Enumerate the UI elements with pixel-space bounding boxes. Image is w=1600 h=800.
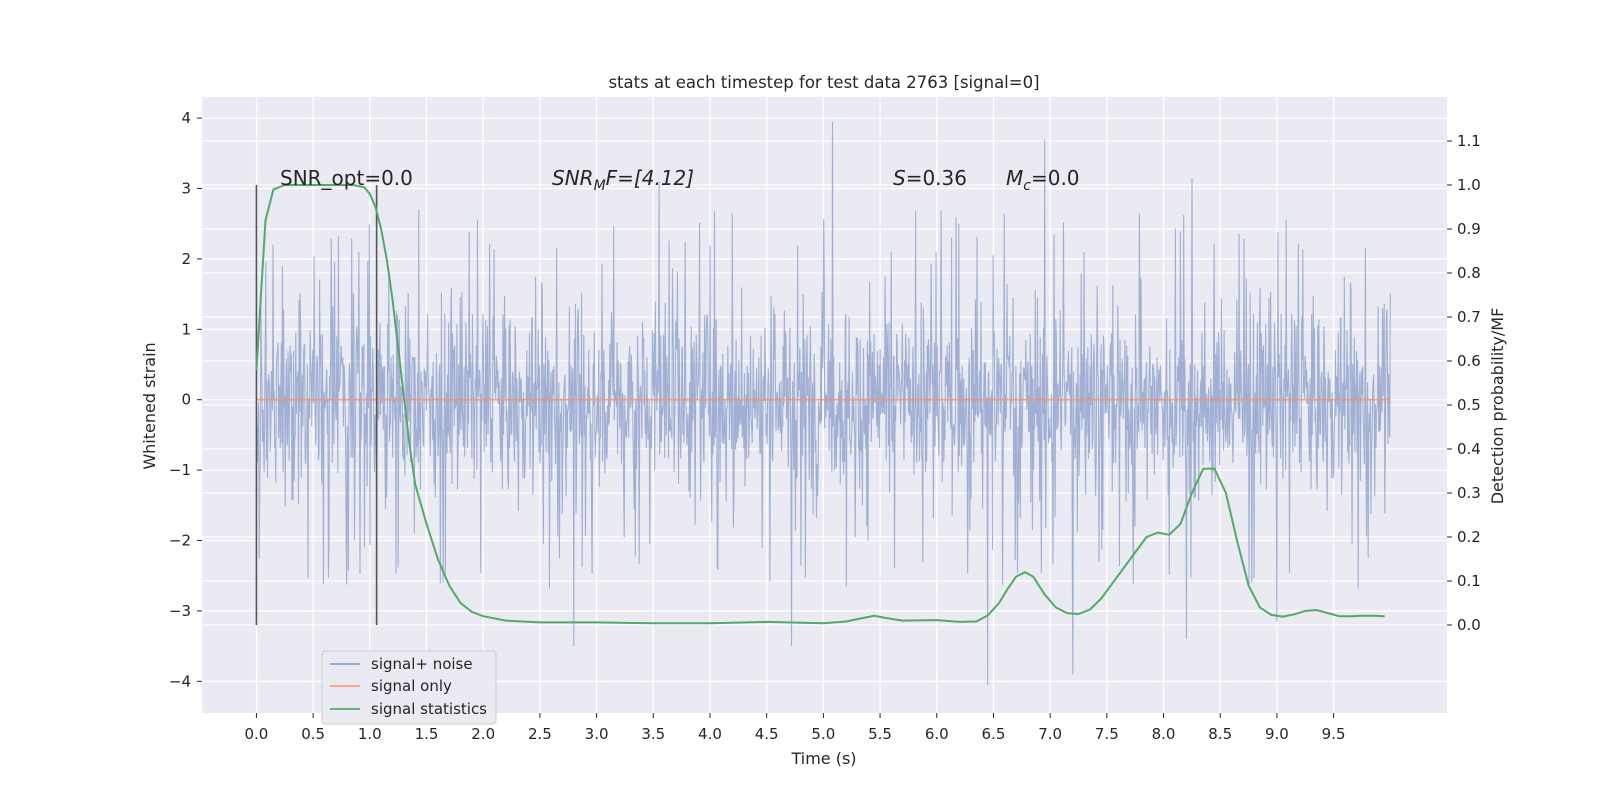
- y-right-tick-label: 0.8: [1457, 264, 1481, 282]
- x-tick-label: 3.0: [585, 725, 609, 743]
- x-tick-label: 1.0: [358, 725, 382, 743]
- legend-label-signal-noise: signal+ noise: [371, 655, 473, 673]
- y-left-tick-label: 4: [181, 109, 191, 127]
- y-right-tick-label: 1.0: [1457, 176, 1481, 194]
- y-right-tick-label: 0.1: [1457, 572, 1481, 590]
- x-tick-label: 7.5: [1095, 725, 1119, 743]
- axes: 0.0 0.5 1.0 1.5 2.0 2.5 3.0 3.5 4.0 4.5 5.0 5.5 6.0 6…: [169, 109, 1481, 743]
- x-tick-label: 2.0: [471, 725, 495, 743]
- x-tick-label: 6.5: [982, 725, 1006, 743]
- chart-title: stats at each timestep for test data 276…: [608, 73, 1039, 92]
- x-tick-label: 5.5: [868, 725, 892, 743]
- legend-label-signal-statistics: signal statistics: [371, 700, 487, 718]
- x-tick-label: 9.0: [1265, 725, 1289, 743]
- legend: signal+ noise signal only signal statist…: [321, 650, 497, 725]
- y-right-tick-label: 0.0: [1457, 616, 1481, 634]
- statistics-curve: [255, 184, 1385, 625]
- x-tick-label: 6.0: [925, 725, 949, 743]
- y-axis-label-right: Detection probability/MF: [1488, 308, 1507, 505]
- x-tick-label: 4.0: [698, 725, 722, 743]
- y-right-tick-label: 0.2: [1457, 528, 1481, 546]
- legend-box: [321, 650, 497, 725]
- y-left-tick-label: 0: [181, 391, 191, 409]
- x-tick-label: 2.5: [528, 725, 552, 743]
- y-right-tick-label: 0.9: [1457, 220, 1481, 238]
- y-right-tick-label: 0.4: [1457, 440, 1481, 458]
- x-tick-label: 1.5: [415, 725, 439, 743]
- annotation-snr-mf: SNRMF=[4.12]: [552, 166, 694, 194]
- annotation-s: S=0.36: [893, 166, 967, 190]
- y-left-tick-label: 2: [181, 250, 191, 268]
- y-left-tick-label: −2: [169, 532, 191, 550]
- x-tick-label: 0.5: [301, 725, 325, 743]
- annotation-snr-opt: SNR_opt=0.0: [280, 166, 413, 190]
- legend-label-signal-only: signal only: [371, 677, 452, 695]
- y-left-tick-label: −3: [169, 602, 191, 620]
- y-left-tick-label: −1: [169, 461, 191, 479]
- x-tick-label: 7.0: [1038, 725, 1062, 743]
- x-tick-label: 5.0: [811, 725, 835, 743]
- y-right-tick-label: 0.7: [1457, 308, 1481, 326]
- x-tick-label: 3.5: [641, 725, 665, 743]
- x-tick-label: 0.0: [244, 725, 268, 743]
- x-tick-label: 8.5: [1208, 725, 1232, 743]
- y-right-tick-label: 1.1: [1457, 132, 1481, 150]
- y-left-tick-label: 1: [181, 320, 191, 338]
- y-right-tick-label: 0.3: [1457, 484, 1481, 502]
- marker-lines: [255, 185, 378, 625]
- y-left-tick-label: 3: [181, 180, 191, 198]
- x-tick-label: 9.5: [1322, 725, 1346, 743]
- x-tick-label: 4.5: [755, 725, 779, 743]
- y-axis-label-left: Whitened strain: [140, 342, 159, 469]
- x-axis-label: Time (s): [790, 749, 856, 768]
- y-right-tick-label: 0.5: [1457, 396, 1481, 414]
- annotation-mc: Mc=0.0: [1006, 166, 1080, 194]
- series-signal-noise: [255, 121, 1391, 685]
- series-signal-statistics: [255, 184, 1385, 625]
- y-left-tick-label: −4: [169, 672, 191, 690]
- noise-trace: [255, 121, 1391, 685]
- x-tick-label: 8.0: [1152, 725, 1176, 743]
- y-right-tick-label: 0.6: [1457, 352, 1481, 370]
